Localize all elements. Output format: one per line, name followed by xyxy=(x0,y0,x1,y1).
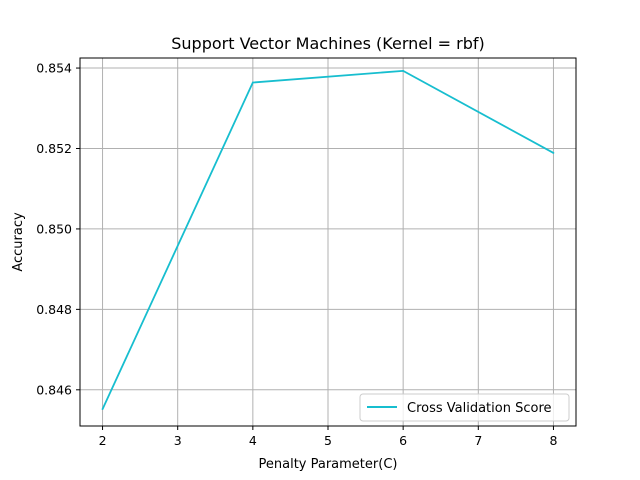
x-axis-label: Penalty Parameter(C) xyxy=(259,457,398,472)
y-tick-label: 0.852 xyxy=(36,141,72,156)
x-tick-label: 7 xyxy=(474,433,482,448)
x-tick-label: 2 xyxy=(99,433,107,448)
y-tick-label: 0.850 xyxy=(36,221,72,236)
x-tick-label: 6 xyxy=(399,433,407,448)
series-layer xyxy=(101,69,555,411)
x-tick-label: 3 xyxy=(174,433,182,448)
legend: Cross Validation Score xyxy=(359,393,570,422)
legend-label: Cross Validation Score xyxy=(407,401,552,416)
y-ticks: 0.846 0.848 0.850 0.852 0.854 xyxy=(36,61,80,397)
data-point xyxy=(552,152,555,154)
legend-box xyxy=(359,393,570,422)
grid xyxy=(80,58,576,426)
y-tick-label: 0.846 xyxy=(36,382,72,397)
data-point xyxy=(402,69,405,72)
x-ticks: 2 3 4 5 6 7 8 xyxy=(99,426,557,448)
y-tick-label: 0.854 xyxy=(36,61,72,76)
x-tick-label: 4 xyxy=(249,433,257,448)
y-tick-label: 0.848 xyxy=(36,302,72,317)
y-axis-label: Accuracy xyxy=(11,212,26,272)
x-tick-label: 5 xyxy=(324,433,332,448)
series-line xyxy=(101,69,554,410)
chart-title: Support Vector Machines (Kernel = rbf) xyxy=(171,34,485,53)
x-tick-label: 8 xyxy=(549,433,557,448)
data-point xyxy=(251,81,254,84)
data-point xyxy=(101,408,104,411)
